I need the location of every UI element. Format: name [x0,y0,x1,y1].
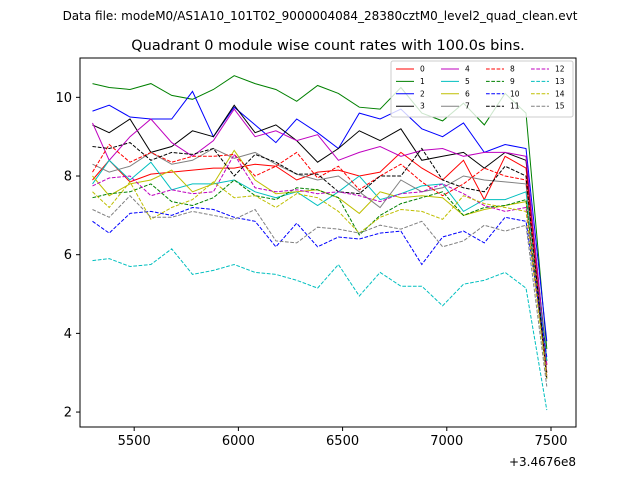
y-tick-label: 2 [64,406,72,421]
series-line-12 [92,153,548,377]
legend-label-5: 5 [465,77,470,86]
legend-label-14: 14 [555,89,565,98]
series-line-10 [92,206,548,358]
legend-label-6: 6 [465,89,470,98]
series-line-8 [92,143,548,373]
x-tick-label: 6500 [326,434,359,449]
y-tick-label: 8 [64,170,72,185]
x-axis-ticks: 5500 6000 6500 7000 7500 [118,427,568,449]
legend-label-9: 9 [510,77,515,86]
series-line-9 [92,179,548,375]
series-line-5 [92,159,548,361]
legend-label-4: 4 [465,65,470,74]
series-line-4 [92,108,548,365]
series-line-2 [92,90,548,342]
y-tick-label: 6 [64,248,72,263]
legend-label-13: 13 [555,77,565,86]
legend-label-7: 7 [465,102,470,111]
y-axis-ticks: 2 4 6 8 10 [55,91,80,421]
series-line-7 [92,147,548,373]
x-tick-label: 7500 [534,434,567,449]
legend-label-10: 10 [510,89,520,98]
x-axis-offset-label: +3.4676e8 [509,455,576,469]
chart-title: Quadrant 0 module wise count rates with … [131,38,525,54]
legend-label-0: 0 [420,65,425,74]
y-tick-label: 4 [64,327,72,342]
x-tick-label: 6000 [222,434,255,449]
series-line-0 [92,151,548,365]
series-line-3 [92,104,548,361]
series-lines [92,75,548,411]
legend-label-2: 2 [420,89,425,98]
legend-box [390,60,574,118]
plot-frame [79,57,577,428]
x-tick-label: 7000 [430,434,463,449]
series-line-13 [92,248,548,411]
x-tick-label: 5500 [118,434,151,449]
legend-label-1: 1 [420,77,425,86]
series-line-11 [92,142,548,379]
figure-suptitle: Data file: modeM0/AS1A10_101T02_90000040… [63,9,578,23]
series-line-14 [92,181,548,379]
series-line-15 [92,194,548,387]
y-tick-label: 10 [55,91,72,106]
legend-label-15: 15 [555,102,565,111]
legend-label-3: 3 [420,102,425,111]
legend-label-8: 8 [510,65,515,74]
legend-label-12: 12 [555,65,565,74]
legend-label-11: 11 [510,102,520,111]
